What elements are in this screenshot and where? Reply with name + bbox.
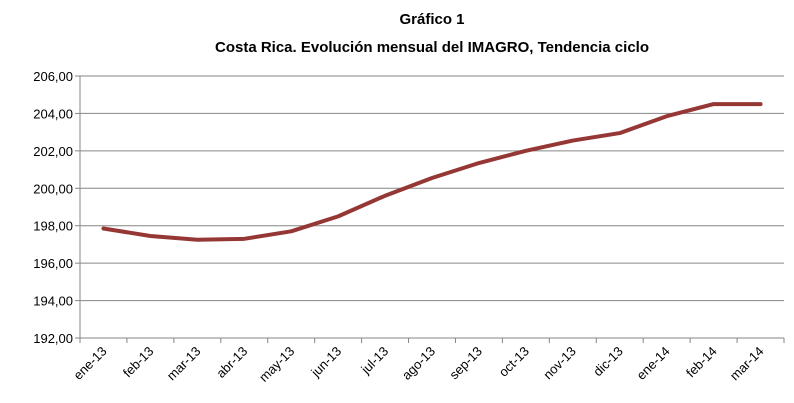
x-tick-label: ago-13 xyxy=(399,344,438,383)
x-tick-label: mar-14 xyxy=(727,344,767,384)
chart-subtitle: Costa Rica. Evolución mensual del IMAGRO… xyxy=(215,39,649,56)
x-tick-label: sep-13 xyxy=(446,344,485,383)
x-tick-label: mar-13 xyxy=(164,344,204,384)
y-tick-label: 202,00 xyxy=(33,144,73,159)
x-tick-label: may-13 xyxy=(256,344,297,385)
x-tick-label: jul-13 xyxy=(357,344,391,378)
y-tick-label: 204,00 xyxy=(33,106,73,121)
y-tick-label: 198,00 xyxy=(33,219,73,234)
y-tick-label: 200,00 xyxy=(33,181,73,196)
data-line xyxy=(101,102,763,242)
y-tick-label: 192,00 xyxy=(33,331,73,346)
x-tick-label: abr-13 xyxy=(213,344,250,381)
x-tick-label: nov-13 xyxy=(540,344,579,383)
y-tick-label: 206,00 xyxy=(33,69,73,84)
x-tick-label: jun-13 xyxy=(307,344,344,381)
chart-title: Gráfico 1 xyxy=(399,11,464,28)
y-tick-label: 196,00 xyxy=(33,256,73,271)
x-tick-label: ene-14 xyxy=(634,344,673,383)
x-tick-label: feb-13 xyxy=(120,344,157,381)
x-tick-label: feb-14 xyxy=(683,344,720,381)
x-tick-label: ene-13 xyxy=(70,344,109,383)
x-tick-label: dic-13 xyxy=(590,344,626,380)
x-tick-label: oct-13 xyxy=(496,344,532,380)
y-tick-label: 194,00 xyxy=(33,294,73,309)
